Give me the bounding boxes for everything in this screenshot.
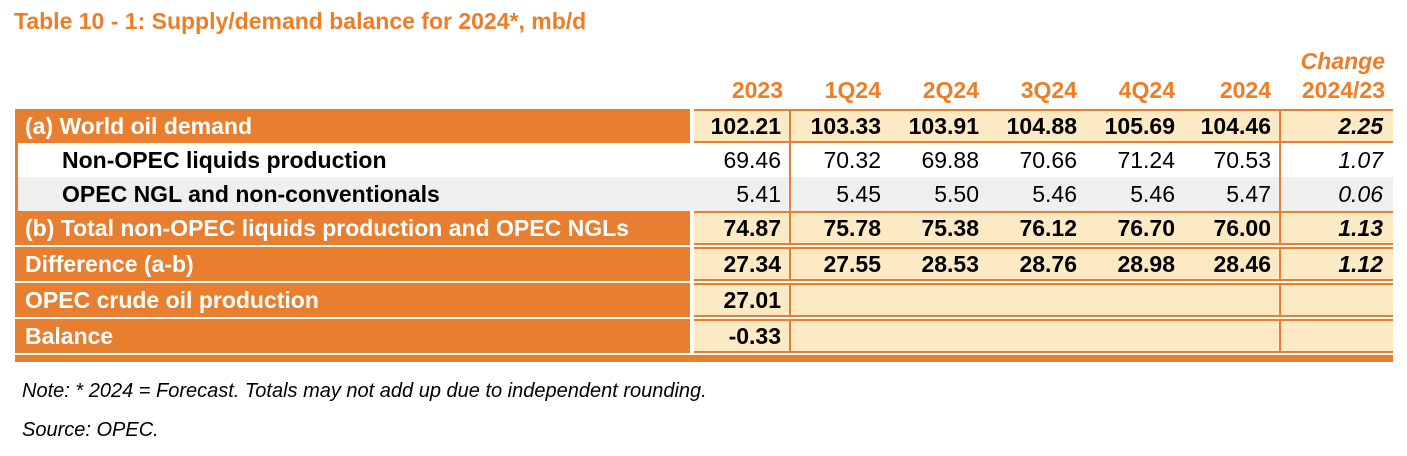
cell-4q24: 5.46 <box>1130 181 1175 207</box>
cell-quarters-empty <box>791 319 1279 353</box>
cell-3q24: 70.66 <box>1019 147 1077 173</box>
cell-2024: 28.46 <box>1183 247 1279 281</box>
cell-1q24: 75.78 <box>791 211 889 245</box>
row-label: Non-OPEC liquids production <box>62 147 387 173</box>
cell-change-2024-23 <box>1279 283 1393 317</box>
column-header-row: 2023 1Q24 2Q24 3Q24 4Q24 2024 2024/23 <box>15 75 1393 105</box>
row-label: Balance <box>18 319 694 353</box>
cell-2023: 27.34 <box>694 247 791 281</box>
cell-2q24: 28.53 <box>889 247 987 281</box>
column-header-2Q24: 2Q24 <box>922 77 979 103</box>
cell-change-2024-23: 1.12 <box>1279 247 1393 281</box>
footnotes: Note: * 2024 = Forecast. Totals may not … <box>22 378 707 443</box>
column-header-3Q24: 3Q24 <box>1020 77 1077 103</box>
cell-2023: 5.41 <box>694 177 791 211</box>
cell-2023: -0.33 <box>694 319 791 353</box>
row-label: Difference (a-b) <box>18 247 694 281</box>
cell-4q24: 105.69 <box>1085 109 1183 143</box>
change-header-label: Change <box>1300 48 1385 74</box>
row-label: OPEC crude oil production <box>18 283 694 317</box>
table-row: Difference (a-b) 27.34 27.55 28.53 28.76 28.9… <box>15 247 1393 281</box>
cell-4q24: 28.98 <box>1085 247 1183 281</box>
cell-2023: 27.01 <box>694 283 791 317</box>
cell-2023: 69.46 <box>694 143 791 177</box>
table-row: Balance -0.33 <box>15 319 1393 353</box>
table-row: (a) World oil demand 102.21 103.33 103.91 10… <box>15 109 1393 143</box>
cell-3q24: 104.88 <box>987 109 1085 143</box>
supply-demand-table: Change 2023 1Q24 2Q24 3Q24 4Q24 2024 2024/23 (… <box>15 48 1393 362</box>
cell-change-2024-23: 1.13 <box>1279 211 1393 245</box>
cell-2024: 5.47 <box>1226 181 1271 207</box>
cell-2q24: 103.91 <box>889 109 987 143</box>
cell-3q24: 76.12 <box>987 211 1085 245</box>
table-row: Non-OPEC liquids production 69.46 70.32 69.… <box>15 143 1393 177</box>
cell-change-2024-23 <box>1279 319 1393 353</box>
row-label: (a) World oil demand <box>18 109 694 143</box>
header-spacer <box>18 75 694 105</box>
column-header-2024: 2024 <box>1219 77 1271 103</box>
cell-2023: 102.21 <box>694 109 791 143</box>
cell-quarters-empty <box>791 283 1279 317</box>
cell-1q24: 103.33 <box>791 109 889 143</box>
cell-change-2024-23: 2.25 <box>1279 109 1393 143</box>
cell-change-2024-23: 1.07 <box>1279 143 1393 177</box>
cell-2024: 70.53 <box>1213 147 1271 173</box>
cell-2024: 76.00 <box>1183 211 1279 245</box>
cell-2024: 104.46 <box>1183 109 1279 143</box>
cell-2q24: 5.50 <box>934 181 979 207</box>
cell-2q24: 75.38 <box>889 211 987 245</box>
column-header-1Q24: 1Q24 <box>824 77 881 103</box>
cell-change-2024-23: 0.06 <box>1279 177 1393 211</box>
row-label: (b) Total non-OPEC liquids production an… <box>18 211 694 245</box>
cell-3q24: 5.46 <box>1032 181 1077 207</box>
cell-2023: 74.87 <box>694 211 791 245</box>
table-body: (a) World oil demand 102.21 103.33 103.91 10… <box>15 109 1393 353</box>
table-row: OPEC NGL and non-conventionals 5.41 5.45 5.… <box>15 177 1393 211</box>
table-bottom-bar <box>15 355 1393 362</box>
change-header-row: Change <box>15 48 1393 75</box>
table-row: (b) Total non-OPEC liquids production an… <box>15 211 1393 245</box>
cell-1q24: 27.55 <box>791 247 889 281</box>
cell-2q24: 69.88 <box>921 147 979 173</box>
header-spacer <box>18 48 694 75</box>
cell-4q24: 71.24 <box>1117 147 1175 173</box>
cell-1q24: 5.45 <box>836 181 881 207</box>
source-text: Source: OPEC. <box>22 419 159 441</box>
table-row: OPEC crude oil production 27.01 <box>15 283 1393 317</box>
row-label: OPEC NGL and non-conventionals <box>62 181 440 207</box>
note-text: Note: * 2024 = Forecast. Totals may not … <box>22 380 707 402</box>
table-title: Table 10 - 1: Supply/demand balance for … <box>14 8 587 34</box>
cell-4q24: 76.70 <box>1085 211 1183 245</box>
column-header-4Q24: 4Q24 <box>1118 77 1175 103</box>
cell-1q24: 70.32 <box>823 147 881 173</box>
column-header-2024/23: 2024/23 <box>1301 77 1385 103</box>
column-header-2023: 2023 <box>731 77 783 103</box>
cell-3q24: 28.76 <box>987 247 1085 281</box>
